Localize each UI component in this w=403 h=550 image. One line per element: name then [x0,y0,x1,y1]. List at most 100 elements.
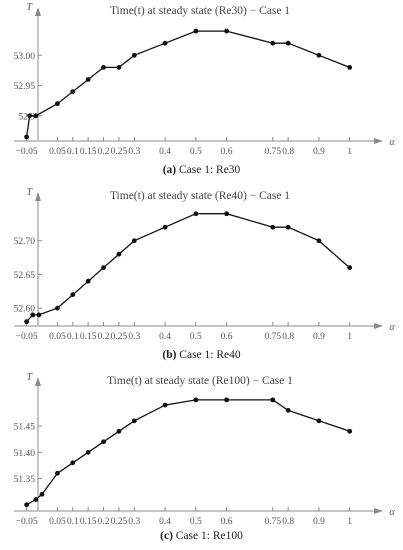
x-tick-label: 0.1 [67,517,79,527]
x-axis-label: α [389,507,395,518]
x-tick-label: 1 [347,332,352,342]
data-point [131,238,137,244]
data-point [101,439,106,445]
data-point [270,224,276,230]
x-tick-label: 0.9 [313,332,325,342]
caption-text: Case 1: Re40 [179,349,241,361]
data-point [316,418,322,424]
x-tick-label: 0.25 [111,147,128,157]
x-tick-label: −0.05 [16,332,38,342]
y-tick-label: 53.00 [14,52,36,62]
chart-title: Time(t) at steady state (Re30) − Case 1 [110,5,290,17]
chart-panel-re100: Time(t) at steady state (Re100) − Case 1… [0,370,403,550]
series-line [26,213,351,323]
data-point [270,397,276,403]
y-tick-label: 52.60 [14,305,36,315]
data-point [70,460,76,466]
y-axis-arrow [35,377,41,386]
caption-text: Case 1: Re100 [175,530,243,542]
x-tick-label: 0.1 [67,147,79,157]
y-tick-label: 52.65 [14,271,36,281]
x-tick-label: 0.5 [190,332,202,342]
chart-re100: Time(t) at steady state (Re100) − Case 1… [14,372,396,527]
x-tick-label: 0.15 [80,147,97,157]
chart-re40: Time(t) at steady state (Re40) − Case 1 T… [14,187,396,342]
data-point [270,40,276,46]
x-axis-label: α [389,137,395,148]
data-point [285,40,291,46]
data-point [33,497,39,502]
y-axis-arrow [35,192,41,201]
data-point [131,418,137,424]
x-tick-label: 0.4 [159,332,171,342]
data-point [224,397,230,403]
y-axis-arrow [35,7,41,16]
x-tick-label: 0.05 [49,332,66,342]
x-tick-label: 0.75 [264,517,281,527]
data-point [131,52,137,58]
data-point [285,224,291,230]
y-axis-label: T [26,2,33,13]
x-tick-label: 0.3 [128,332,140,342]
x-axis-arrow [374,508,383,514]
y-tick-label: 51.40 [14,449,36,459]
data-point [162,40,168,46]
x-tick-label: 0.8 [282,517,294,527]
data-point [162,224,168,230]
chart-re30: Time(t) at steady state (Re30) − Case 1 T… [14,2,396,157]
x-tick-label: 0.25 [111,332,128,342]
x-tick-label: 0.75 [264,332,281,342]
y-tick-label: 52.70 [14,237,36,247]
data-point [347,428,353,434]
x-axis-arrow [374,323,383,329]
x-tick-label: 0.15 [80,332,97,342]
data-point [116,428,122,434]
x-tick-label: 0.2 [98,332,110,342]
x-tick-label: 0.2 [98,147,110,157]
chart-panel-re40: Time(t) at steady state (Re40) − Case 1 T… [0,185,403,370]
data-point [27,113,33,119]
data-point [224,211,230,217]
y-tick-label: 51.45 [14,423,36,433]
x-tick-label: 0.5 [190,147,202,157]
data-point [347,64,353,70]
data-point [70,292,76,298]
x-tick-label: 0.9 [313,147,325,157]
y-tick-label: 52.9 [18,112,35,122]
data-point [39,491,45,497]
caption-text: Case 1: Re30 [178,164,241,176]
caption-re30: (a) Case 1: Re30 [0,164,403,176]
chart-title: Time(t) at steady state (Re40) − Case 1 [110,190,290,202]
data-point [85,278,91,284]
y-axis-label: T [26,372,33,383]
data-point [193,211,199,217]
x-tick-label: 0.6 [221,147,233,157]
data-point [116,64,122,70]
x-tick-label: 0.3 [128,517,140,527]
y-axis-label: T [26,187,33,198]
data-point [285,407,291,413]
data-point [85,77,91,82]
data-point [36,312,42,318]
data-point [162,402,168,408]
x-tick-label: 0.05 [49,517,66,527]
data-point [316,52,322,58]
data-point [54,101,60,107]
data-point [24,502,30,508]
x-tick-label: 0.9 [313,517,325,527]
x-tick-label: 0.15 [80,517,97,527]
data-point [24,134,30,140]
x-tick-label: 0.3 [128,147,140,157]
data-point [193,397,199,403]
y-tick-label: 51.35 [14,475,36,485]
x-tick-label: 1 [347,147,352,157]
data-point [54,470,60,476]
caption-tag: (a) [162,164,177,176]
data-point [101,265,106,271]
y-tick-label: 52.95 [14,82,36,92]
data-point [30,312,36,318]
data-point [347,265,353,271]
x-tick-label: 0.5 [190,517,202,527]
data-point [101,64,106,70]
x-tick-label: 0.4 [159,147,171,157]
